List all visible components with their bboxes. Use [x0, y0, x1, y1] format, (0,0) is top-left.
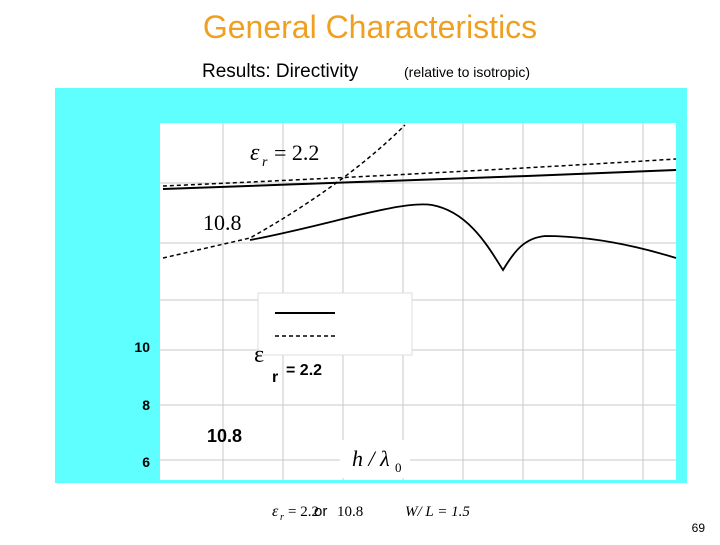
x-label-box: [340, 440, 410, 478]
caption-eps: ε: [272, 503, 279, 520]
grid: [160, 123, 676, 480]
page-number: 69: [692, 521, 706, 535]
slide-title: General Characteristics: [203, 9, 537, 45]
x-label: h / λ: [352, 446, 390, 471]
subtitle-note: (relative to isotropic): [404, 64, 530, 80]
inner-label-eps: ε: [250, 140, 260, 166]
overlay-eps: ε: [254, 342, 264, 368]
caption-eps-sub: r: [280, 512, 284, 523]
caption-eps-text: = 2.2: [288, 504, 319, 520]
y-label: 8: [142, 397, 150, 413]
subtitle: Results: Directivity: [202, 61, 359, 82]
overlay-second: 10.8: [207, 426, 242, 446]
inner-label-sub: r: [262, 155, 268, 170]
legend-box: [257, 292, 413, 356]
inner-label-second: 10.8: [203, 210, 242, 235]
y-label: 10: [134, 339, 150, 355]
overlay-rest: = 2.2: [286, 362, 322, 379]
caption-second: 10.8: [337, 504, 363, 520]
inner-label-rest: = 2.2: [274, 140, 319, 165]
y-label: 6: [142, 454, 150, 470]
caption-ratio: W/ L = 1.5: [405, 504, 470, 520]
caption-or: or: [314, 503, 327, 520]
x-label-sub: 0: [395, 460, 402, 475]
curves: [162, 124, 677, 272]
overlay-sub: r: [272, 369, 278, 386]
